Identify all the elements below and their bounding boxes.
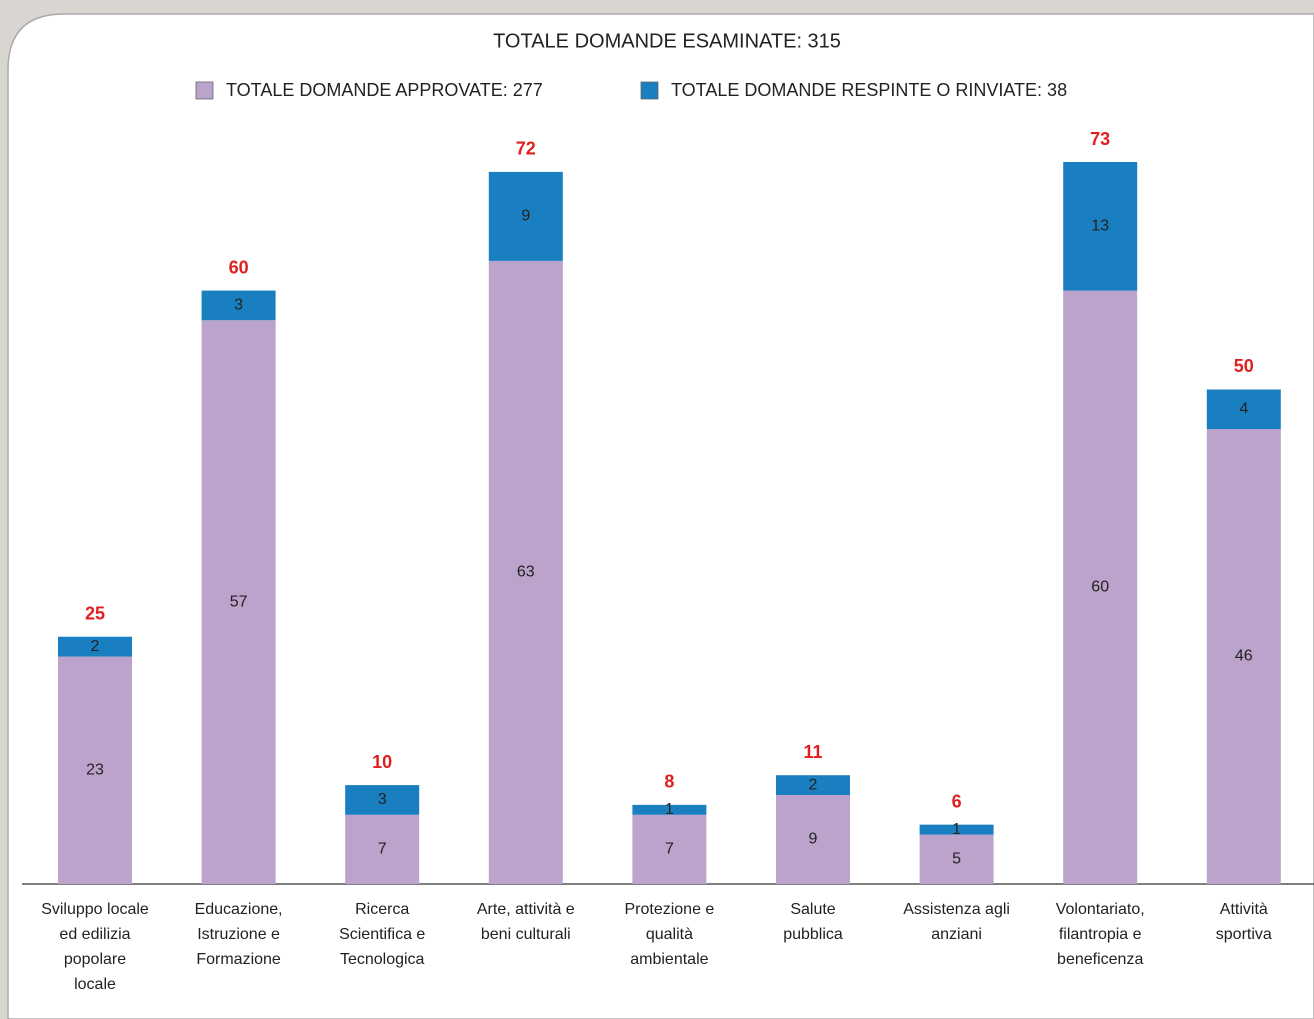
bar-segment: [1206, 389, 1281, 430]
chart-title: TOTALE DOMANDE ESAMINATE: 315: [493, 30, 841, 52]
x-tick-label: Volontariato, filantropia e beneficenza: [1056, 901, 1145, 968]
x-tick-label: Attività sportiva: [1216, 901, 1272, 943]
bar-segment: [345, 814, 420, 884]
bar-segment: [58, 636, 132, 657]
total-label: 72: [516, 139, 536, 159]
bar-segment: [776, 775, 850, 795]
value-label: 13: [1091, 218, 1109, 235]
bar-segment: [776, 794, 850, 884]
total-label: 50: [1234, 356, 1254, 376]
panel: [7, 13, 1314, 1019]
legend-swatch: [640, 81, 659, 100]
value-label: 1: [665, 801, 674, 818]
total-label: 73: [1090, 129, 1110, 149]
x-tick-label: Arte, attività e beni culturali: [477, 901, 575, 943]
value-label: 7: [665, 841, 674, 858]
x-tick-label: Salute pubblica: [783, 901, 843, 943]
total-label: 25: [85, 603, 105, 623]
bar-segment: [201, 320, 276, 884]
value-label: 3: [378, 791, 387, 808]
total-label: 8: [664, 772, 674, 792]
value-label: 4: [1239, 400, 1248, 417]
value-label: 60: [1091, 579, 1109, 596]
value-label: 63: [517, 564, 535, 581]
legend-swatch: [195, 81, 214, 100]
bar-segment: [632, 814, 707, 884]
total-label: 11: [803, 742, 822, 762]
value-label: 23: [86, 761, 104, 778]
value-label: 1: [952, 821, 961, 838]
bar-segment: [919, 824, 994, 835]
bar-segment: [345, 785, 420, 815]
x-tick-label: Educazione, Istruzione e Formazione: [195, 901, 283, 968]
x-tick-label: Assistenza agli anziani: [903, 901, 1010, 943]
bar-segment: [1063, 162, 1138, 291]
value-label: 57: [230, 593, 248, 610]
bar-segment: [488, 171, 563, 261]
legend-label: TOTALE DOMANDE RESPINTE O RINVIATE: 38: [671, 80, 1067, 100]
x-tick-label: Sviluppo locale ed edilizia popolare locale: [41, 901, 149, 993]
bar-segment: [632, 804, 707, 815]
legend-label: TOTALE DOMANDE APPROVATE: 277: [226, 80, 543, 100]
value-label: 46: [1235, 648, 1253, 665]
bar-segment: [1206, 429, 1281, 884]
value-label: 2: [91, 638, 100, 655]
bar-segment: [488, 260, 563, 884]
value-label: 5: [952, 850, 961, 867]
value-label: 2: [809, 776, 818, 793]
value-label: 9: [521, 208, 530, 225]
bar-segment: [58, 656, 132, 884]
bar-segment: [1063, 290, 1138, 885]
total-label: 10: [372, 752, 392, 772]
x-tick-label: Ricerca Scientifica e Tecnologica: [339, 901, 425, 968]
x-tick-label: Protezione e qualità ambientale: [624, 901, 714, 968]
total-label: 60: [229, 257, 249, 277]
bar-segment: [919, 834, 994, 884]
total-label: 6: [952, 791, 962, 811]
value-label: 3: [234, 297, 243, 314]
value-label: 9: [809, 831, 818, 848]
value-label: 7: [378, 841, 387, 858]
bar-segment: [201, 290, 276, 321]
